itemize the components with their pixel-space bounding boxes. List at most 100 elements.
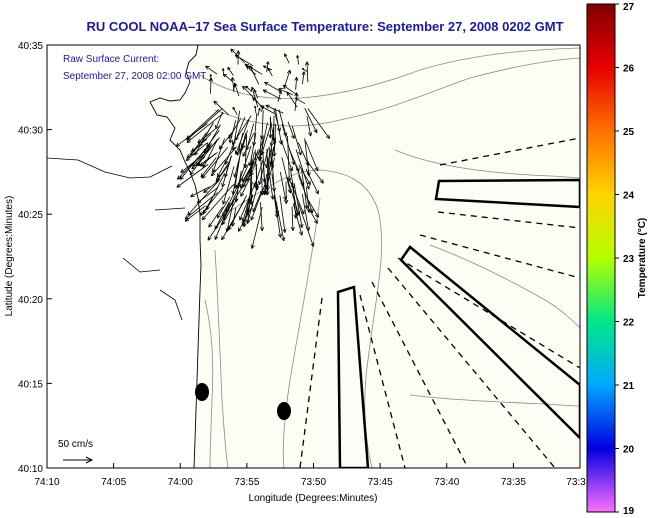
current-vector-head (243, 164, 246, 169)
current-vector-head (266, 61, 269, 65)
current-vector (261, 122, 272, 156)
current-vector (297, 142, 309, 166)
colorbar-tick-label: 24 (623, 191, 635, 202)
current-vector-head (212, 169, 216, 173)
current-vector-head (250, 217, 255, 221)
current-vector-head (273, 152, 277, 157)
current-vector-head (289, 167, 293, 172)
current-vector-head (200, 174, 205, 178)
current-vector-head (189, 170, 192, 175)
current-vector-head (224, 161, 229, 165)
current-vector-head (210, 171, 213, 177)
current-vector-head (306, 172, 310, 177)
current-vector-head (196, 199, 200, 204)
current-vector (266, 151, 270, 196)
radial-dashed-lines (299, 137, 580, 468)
current-vector-head (184, 215, 188, 220)
current-vector-head (234, 54, 238, 59)
x-axis-label: Longitude (Degrees:Minutes) (249, 493, 378, 504)
y-tick-label: 40:30 (18, 126, 43, 137)
current-vector-head (223, 217, 228, 221)
current-vector-head (281, 140, 283, 145)
colorbar-tick-label: 27 (623, 2, 635, 13)
current-vector-head (235, 151, 239, 155)
current-vector-head (200, 213, 205, 216)
current-vector-head (186, 141, 191, 143)
current-vector-head (233, 83, 236, 86)
scale-label: 50 cm/s (58, 439, 93, 450)
current-vector (186, 108, 220, 140)
current-vector (186, 107, 223, 141)
current-vector-head (207, 236, 209, 241)
current-vector-head (246, 65, 251, 68)
current-vector-head (175, 145, 181, 147)
current-vector (273, 195, 278, 218)
current-vector-head (231, 222, 233, 227)
current-vector-head (179, 177, 184, 180)
current-vector-head (300, 183, 304, 187)
chart-title: RU COOL NOAA–17 Sea Surface Temperature:… (86, 19, 563, 34)
current-vector-head (244, 164, 248, 169)
current-vector-head (296, 92, 299, 97)
current-vector-head (306, 182, 311, 185)
current-vector-head (284, 53, 288, 57)
current-vector (284, 53, 290, 64)
x-tick-label: 74:10 (34, 477, 59, 488)
current-vector-head (245, 210, 248, 215)
current-vector (208, 206, 224, 228)
y-axis: 40:35 40:30 40:25 40:20 40:15 40:10 (18, 41, 52, 475)
current-vector-head (208, 224, 213, 228)
current-vector (301, 169, 308, 209)
current-vector-head (264, 81, 268, 86)
current-vector-head (229, 139, 233, 144)
current-vector-head (280, 233, 283, 238)
current-vector (267, 68, 273, 77)
current-vector-head (298, 211, 301, 216)
current-vector-head (221, 68, 224, 71)
current-vector (250, 137, 265, 177)
current-vector (254, 105, 257, 114)
current-vector-head (301, 68, 304, 71)
current-vector-head (252, 97, 255, 102)
current-vector-head (315, 191, 319, 195)
current-vector (224, 143, 235, 165)
current-vector-head (299, 231, 303, 236)
current-vector-head (231, 140, 234, 145)
current-vector (301, 68, 308, 73)
river-line (47, 157, 186, 321)
current-vector-head (310, 243, 314, 247)
current-vector-head (191, 147, 194, 152)
current-vector-head (260, 151, 262, 156)
current-vector-head (185, 156, 189, 161)
current-vector-head (261, 135, 265, 140)
current-vector (307, 108, 330, 139)
current-vector (263, 65, 273, 71)
current-vector-head (308, 132, 312, 137)
current-vector-head (237, 50, 241, 55)
current-vector-head (294, 92, 298, 97)
current-vector-head (262, 190, 265, 195)
current-vector-head (200, 164, 205, 167)
current-vector (295, 149, 310, 190)
current-vector-head (203, 188, 206, 193)
current-vector (223, 73, 233, 82)
current-vector (201, 184, 234, 221)
current-vector-head (283, 84, 288, 87)
current-vector (279, 195, 286, 233)
current-vector-head (230, 48, 233, 53)
current-vector-head (308, 226, 311, 231)
current-vector-head (246, 146, 250, 151)
current-vector-head (186, 159, 191, 162)
current-vector (214, 202, 230, 230)
current-vector (262, 89, 282, 100)
current-vector-head (213, 100, 218, 103)
x-tick-label: 73:35 (501, 477, 526, 488)
current-vector-head (222, 200, 224, 205)
current-vector (295, 77, 298, 90)
current-vector-head (274, 213, 278, 218)
current-vector (304, 138, 310, 177)
x-tick-label: 73:3 (566, 477, 586, 488)
current-vector-head (254, 183, 258, 187)
current-vector (301, 193, 309, 231)
current-vector-head (303, 71, 306, 76)
